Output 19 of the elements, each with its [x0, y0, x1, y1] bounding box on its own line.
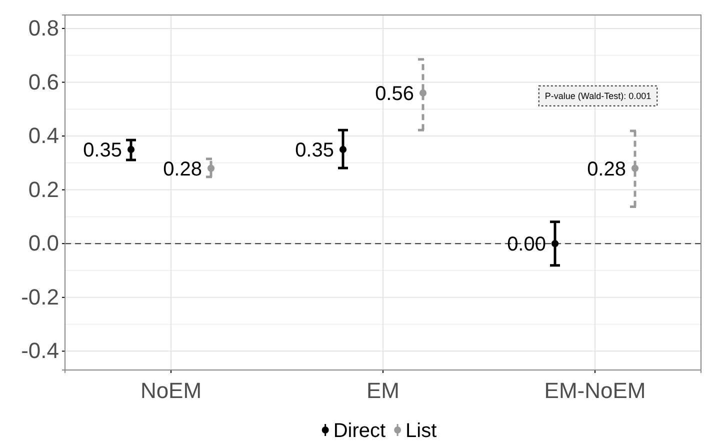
data-label: 0.35 — [295, 139, 334, 162]
y-tick-label: -0.2 — [21, 284, 59, 310]
y-tick-label: 0.2 — [28, 176, 59, 202]
legend-label: Direct — [333, 420, 386, 442]
y-tick-label: -0.4 — [21, 338, 59, 364]
y-tick-label: 0.0 — [28, 230, 59, 256]
x-tick-label: EM — [366, 378, 400, 403]
x-tick-label: EM-NoEM — [544, 378, 646, 403]
annotation: P-value (Wald-Test): 0.001 — [544, 90, 652, 101]
y-tick-label: 0.8 — [28, 15, 59, 40]
y-tick-label: 0.4 — [28, 123, 59, 148]
data-label: 0.00 — [507, 234, 546, 256]
x-tick-label: NoEM — [140, 378, 202, 403]
data-label: 0.56 — [375, 82, 414, 105]
data-label: 0.28 — [587, 158, 626, 180]
legend-label: List — [406, 420, 438, 442]
data-label: 0.35 — [83, 139, 122, 162]
y-tick-label: 0.6 — [28, 69, 59, 94]
data-label: 0.28 — [163, 158, 202, 180]
